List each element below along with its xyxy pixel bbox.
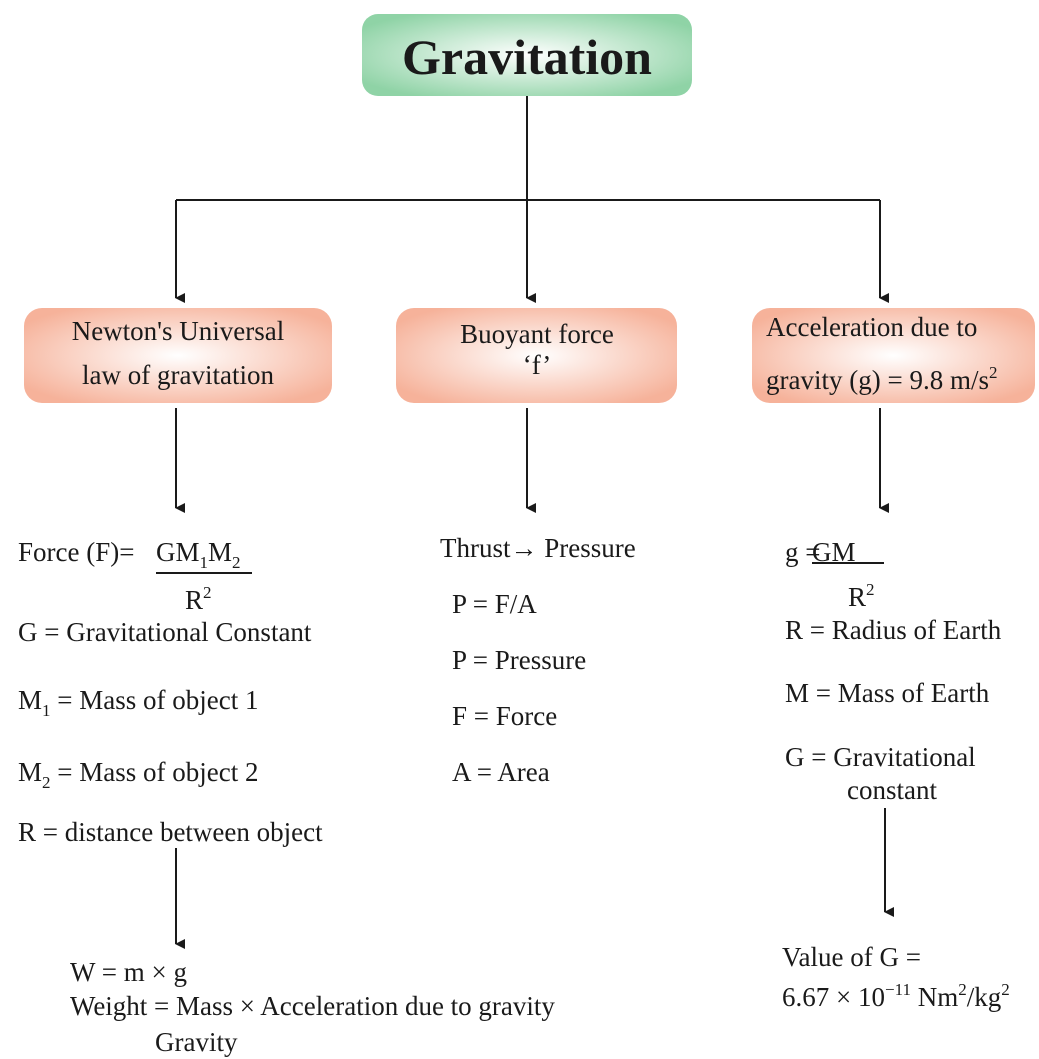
text-segment: Value of G = xyxy=(782,942,921,972)
title: Gravitation xyxy=(402,29,652,85)
text-line: M = Mass of Earth xyxy=(785,678,990,708)
branch-box xyxy=(396,308,677,403)
text-segment: /kg xyxy=(967,982,1002,1012)
text-line: law of gravitation xyxy=(82,360,274,390)
supscript: 2 xyxy=(958,980,967,999)
subscript: 1 xyxy=(42,701,51,720)
text-segment: ‘f’ xyxy=(523,350,551,380)
branch-box xyxy=(24,308,332,403)
supscript: −11 xyxy=(885,980,911,999)
text-line: G = Gravitational xyxy=(785,742,976,772)
text-segment: R xyxy=(848,582,866,612)
text-segment: GM xyxy=(156,537,200,567)
text-segment: constant xyxy=(847,775,937,805)
text-line: R = Radius of Earth xyxy=(785,615,1002,645)
text-segment: GM xyxy=(812,537,856,567)
text-segment: F = Force xyxy=(452,701,557,731)
text-line: Value of G = xyxy=(782,942,921,972)
text-segment: M xyxy=(18,757,42,787)
text-line: Thrust→ Pressure xyxy=(440,533,636,563)
text-segment: g = xyxy=(785,537,820,567)
text-segment: A = Area xyxy=(452,757,550,787)
text-line: F = Force xyxy=(452,701,557,731)
text-segment: P = Pressure xyxy=(452,645,586,675)
text-line: P = Pressure xyxy=(452,645,586,675)
subscript: 1 xyxy=(200,553,209,572)
text-line: ‘f’ xyxy=(523,350,551,380)
supscript: 2 xyxy=(866,580,875,599)
text-line: Force (F)= xyxy=(18,537,134,567)
title-box xyxy=(362,14,692,96)
text-segment: M xyxy=(18,685,42,715)
text-line: Newton's Universal xyxy=(72,316,285,346)
branch-box xyxy=(752,308,1035,403)
text-line: Acceleration due to xyxy=(766,312,977,342)
text-segment: Weight = Mass × Acceleration due to grav… xyxy=(70,991,555,1021)
text-line: Weight = Mass × Acceleration due to grav… xyxy=(70,991,555,1021)
text-line: gravity (g) = 9.8 m/s2 xyxy=(766,363,997,395)
text-segment: = Mass of object 2 xyxy=(51,757,259,787)
text-line: Gravity xyxy=(155,1027,238,1057)
text-line: R = distance between object xyxy=(18,817,323,847)
connector xyxy=(176,96,880,201)
text-segment: law of gravitation xyxy=(82,360,274,390)
text-line: R2 xyxy=(185,583,212,615)
text-segment: R = distance between object xyxy=(18,817,323,847)
text-segment: 6.67 × 10 xyxy=(782,982,885,1012)
text-line: constant xyxy=(847,775,937,805)
text-line: GM1M2 xyxy=(156,537,241,572)
text-line: P = F/A xyxy=(452,589,537,619)
text-line: W = m × g xyxy=(70,957,187,987)
text-segment: W = m × g xyxy=(70,957,187,987)
text-segment: = Mass of object 1 xyxy=(51,685,259,715)
text-line: G = Gravitational Constant xyxy=(18,617,312,647)
text-segment: G = Gravitational xyxy=(785,742,976,772)
text-segment: R = Radius of Earth xyxy=(785,615,1002,645)
subscript: 2 xyxy=(42,773,51,792)
text-segment: Newton's Universal xyxy=(72,316,285,346)
text-segment: Force (F)= xyxy=(18,537,134,567)
supscript: 2 xyxy=(989,363,998,382)
text-segment: M = Mass of Earth xyxy=(785,678,990,708)
supscript: 2 xyxy=(1001,980,1010,999)
text-line: M2 = Mass of object 2 xyxy=(18,757,258,792)
text-segment: P = F/A xyxy=(452,589,537,619)
text-segment: Thrust→ Pressure xyxy=(440,533,636,563)
text-line: R2 xyxy=(848,580,875,612)
text-line: g = xyxy=(785,537,820,567)
subscript: 2 xyxy=(232,553,241,572)
text-line: 6.67 × 10−11 Nm2/kg2 xyxy=(782,980,1010,1012)
text-segment: M xyxy=(208,537,232,567)
text-line: M1 = Mass of object 1 xyxy=(18,685,258,720)
text-segment: G = Gravitational Constant xyxy=(18,617,312,647)
text-segment: Nm xyxy=(911,982,958,1012)
text-segment: R xyxy=(185,585,203,615)
text-segment: Buoyant force xyxy=(460,319,614,349)
text-line: Buoyant force xyxy=(460,319,614,349)
text-line: GM xyxy=(812,537,856,567)
supscript: 2 xyxy=(203,583,212,602)
text-segment: Gravity xyxy=(155,1027,238,1057)
text-segment: gravity (g) = 9.8 m/s xyxy=(766,365,989,395)
text-line: A = Area xyxy=(452,757,550,787)
text-segment: Acceleration due to xyxy=(766,312,977,342)
